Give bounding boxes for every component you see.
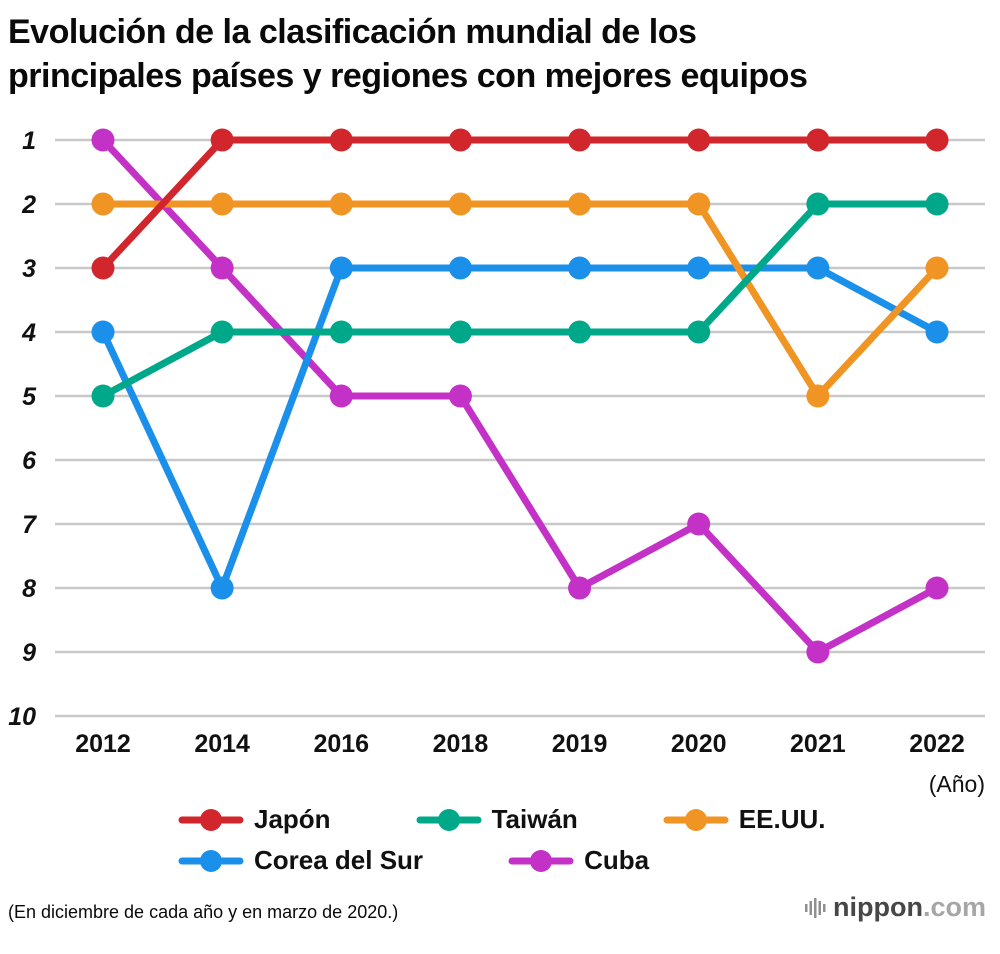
y-axis-labels: 1 2 3 4 5 6 7 8 9 10 [8,127,37,731]
svg-text:2021: 2021 [790,730,846,758]
legend-item-japon: Japón [178,804,331,835]
series-japon [91,128,949,280]
data-point [925,320,949,344]
svg-text:2: 2 [21,191,36,219]
data-point [329,192,353,216]
data-point [568,128,592,152]
chart-title-line-1: Evolución de la clasificación mundial de… [8,13,697,51]
svg-text:6: 6 [22,447,37,475]
legend-row-2: Corea del Sur Cuba [178,845,1000,876]
legend-item-taiwan: Taiwán [416,804,578,835]
series-taiwan [91,192,949,408]
legend-label: EE.UU. [738,804,826,835]
svg-text:2019: 2019 [552,730,608,758]
data-point [448,128,472,152]
svg-text:3: 3 [22,255,36,283]
data-point [448,192,472,216]
series-eeuu [91,192,949,408]
data-point [687,512,711,536]
data-point [806,640,830,664]
legend-item-cuba: Cuba [508,845,649,876]
legend-row-1: Japón Taiwán EE.UU. [178,804,1000,835]
data-point [568,256,592,280]
svg-text:1: 1 [22,127,36,155]
legend-marker-icon [416,808,482,831]
data-point [210,320,234,344]
data-point [925,576,949,600]
chart-title-line-2: principales países y regiones con mejore… [8,57,808,96]
legend-marker-icon [508,849,574,872]
legend-marker-icon [178,808,244,831]
data-point [329,256,353,280]
data-point [91,384,115,408]
footnote: (En diciembre de cada año y en marzo de … [8,902,399,923]
chart-title: Evolución de la clasificación mundial de… [8,10,990,98]
data-point [91,256,115,280]
series-corea-del-sur [91,256,949,600]
data-point [329,320,353,344]
svg-text:8: 8 [22,575,36,603]
data-point [806,192,830,216]
data-point [687,128,711,152]
legend-marker-icon [663,808,729,831]
data-point [91,128,115,152]
data-point [210,128,234,152]
data-point [91,320,115,344]
data-point [568,576,592,600]
legend-label: Taiwán [491,804,578,835]
infographic: Evolución de la clasificación mundial de… [0,10,1000,923]
footer: (En diciembre de cada año y en marzo de … [0,892,1000,923]
svg-text:9: 9 [22,639,36,667]
data-point [448,256,472,280]
data-point [687,320,711,344]
gridlines [55,139,985,718]
data-point [210,256,234,280]
legend-item-corea-del-sur: Corea del Sur [178,845,423,876]
logo-wordmark: nippon.com [833,892,986,923]
series-cuba [91,128,949,664]
data-point [925,256,949,280]
legend-marker-icon [178,849,244,872]
data-point [91,192,115,216]
svg-text:2012: 2012 [75,730,131,758]
legend-item-eeuu: EE.UU. [663,804,826,835]
data-point [448,320,472,344]
svg-text:10: 10 [8,703,36,731]
svg-text:2014: 2014 [194,730,250,758]
x-axis-labels: 2012 2014 2016 2018 2019 2020 2021 2022 (Año) [75,730,985,797]
svg-text:2020: 2020 [671,730,727,758]
data-point [210,576,234,600]
soundwave-icon [805,897,826,918]
data-point [329,384,353,408]
data-point [925,128,949,152]
data-point [806,128,830,152]
data-point [687,256,711,280]
svg-text:7: 7 [22,511,37,539]
x-axis-unit: (Año) [929,771,985,797]
nippon-logo: nippon.com [804,892,986,923]
svg-text:2018: 2018 [433,730,489,758]
data-point [448,384,472,408]
data-point [210,192,234,216]
data-point [329,128,353,152]
svg-text:5: 5 [22,383,37,411]
legend-label: Cuba [584,845,650,876]
svg-text:2016: 2016 [313,730,369,758]
svg-text:4: 4 [21,319,36,347]
data-point [806,384,830,408]
data-point [925,192,949,216]
legend-label: Japón [254,804,331,835]
data-point [568,192,592,216]
data-point [687,192,711,216]
logo-name: nippon [833,892,923,923]
legend-label: Corea del Sur [254,845,424,876]
logo-suffix: .com [922,892,986,923]
chart-legend: Japón Taiwán EE.UU. Corea del Sur Cuba [0,804,1000,876]
svg-text:2022: 2022 [909,730,965,758]
data-point [806,256,830,280]
data-point [568,320,592,344]
